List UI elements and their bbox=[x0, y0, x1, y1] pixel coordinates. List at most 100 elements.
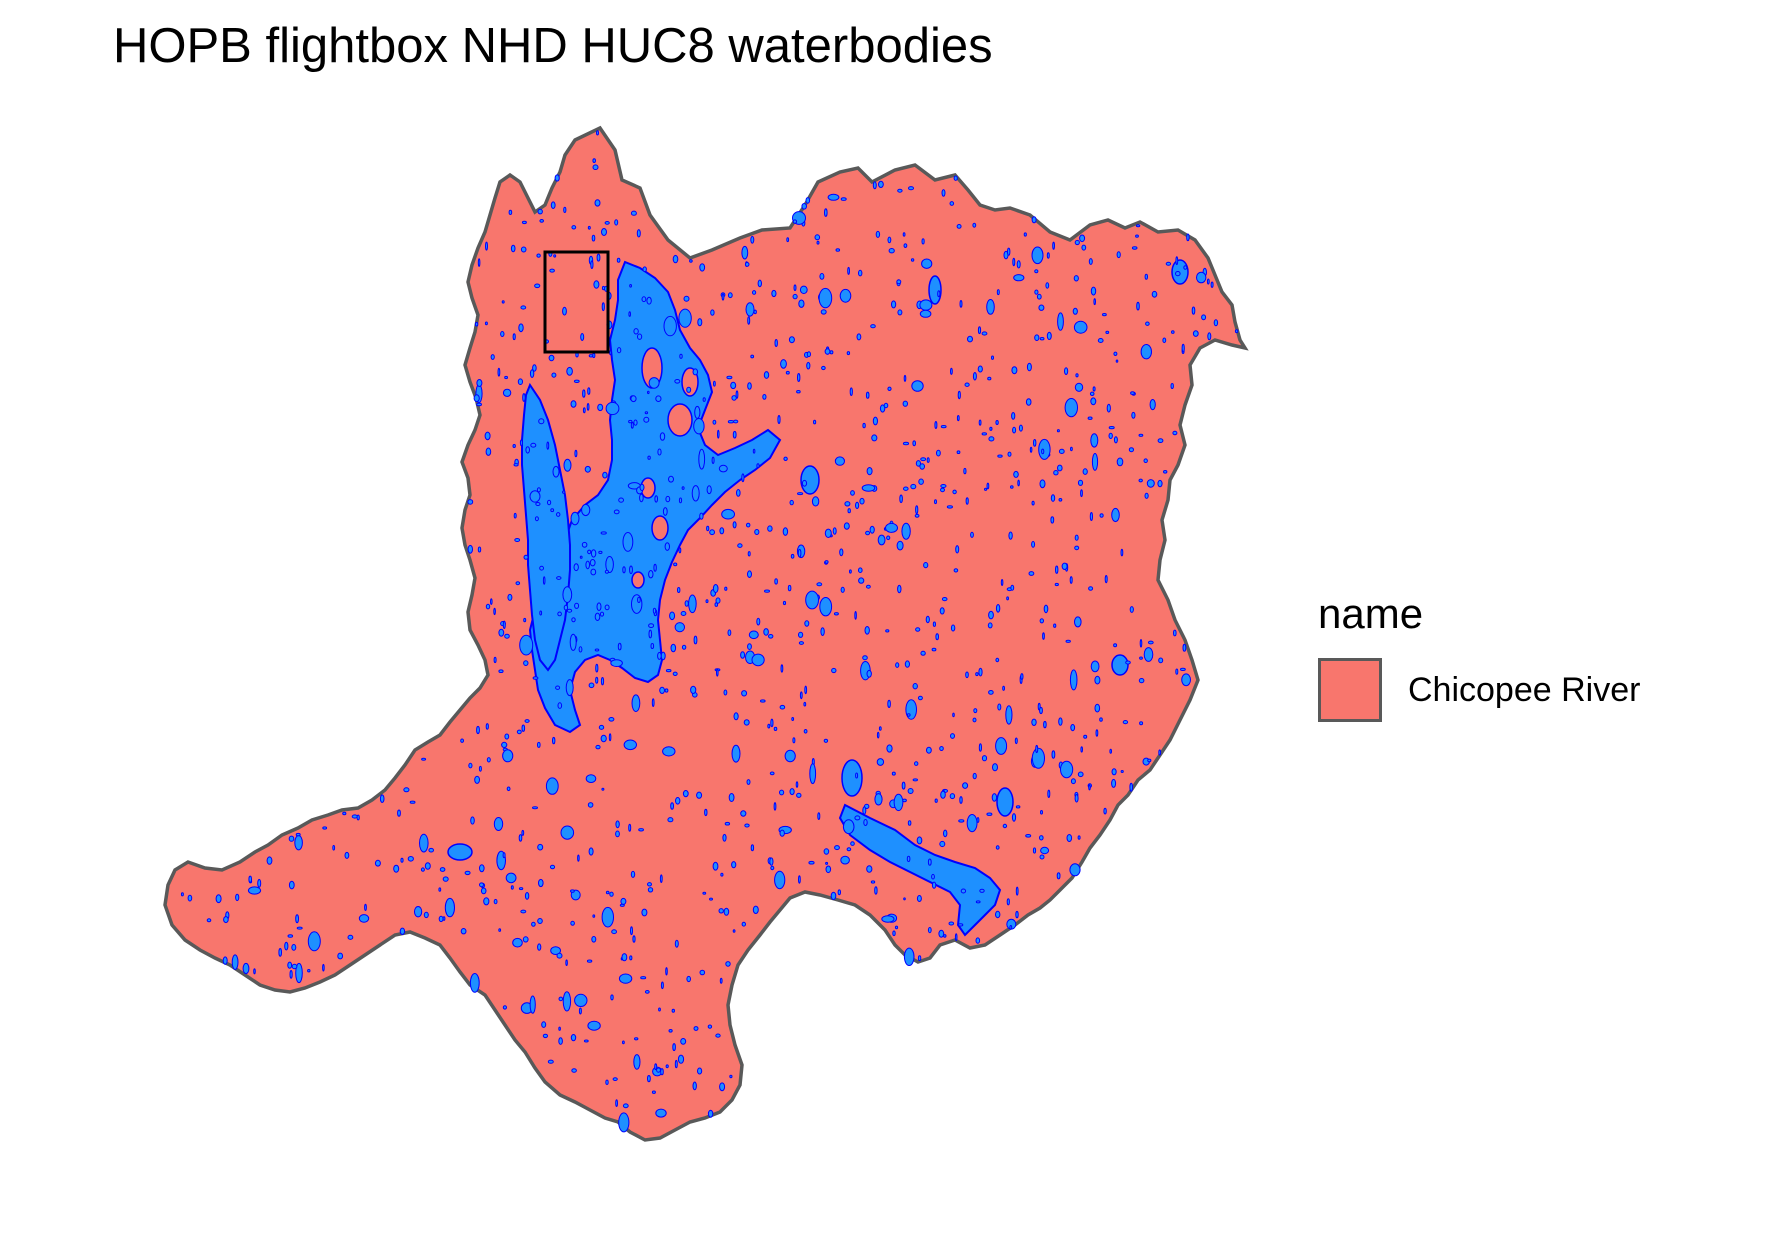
small-waterbody bbox=[779, 704, 786, 710]
small-waterbody bbox=[677, 587, 681, 593]
small-waterbody bbox=[791, 717, 795, 721]
small-waterbody bbox=[342, 811, 347, 816]
small-waterbody bbox=[637, 596, 641, 604]
small-waterbody bbox=[618, 497, 624, 503]
small-waterbody bbox=[1158, 749, 1162, 756]
small-waterbody bbox=[843, 522, 850, 530]
small-waterbody bbox=[1070, 724, 1076, 732]
small-waterbody bbox=[547, 1059, 554, 1064]
small-waterbody bbox=[741, 245, 749, 260]
small-waterbody bbox=[939, 746, 944, 751]
small-waterbody bbox=[1191, 306, 1196, 315]
small-waterbody bbox=[515, 581, 521, 586]
small-waterbody bbox=[633, 419, 638, 426]
small-waterbody bbox=[512, 444, 516, 448]
small-waterbody bbox=[615, 830, 620, 838]
small-waterbody bbox=[1115, 359, 1119, 363]
small-waterbody bbox=[1020, 673, 1024, 680]
small-waterbody bbox=[599, 611, 605, 617]
small-waterbody bbox=[1108, 426, 1115, 430]
small-waterbody bbox=[886, 535, 891, 541]
small-waterbody bbox=[973, 708, 978, 714]
small-waterbody bbox=[831, 667, 837, 674]
small-waterbody bbox=[798, 631, 804, 638]
small-waterbody bbox=[876, 731, 880, 739]
small-waterbody bbox=[798, 299, 805, 308]
small-waterbody bbox=[830, 891, 837, 901]
small-waterbody bbox=[582, 389, 586, 398]
reservoir-island bbox=[667, 403, 693, 437]
small-waterbody bbox=[647, 1075, 651, 1083]
small-waterbody bbox=[601, 228, 607, 236]
small-waterbody bbox=[551, 372, 557, 378]
small-waterbody bbox=[670, 643, 677, 653]
small-waterbody bbox=[903, 374, 907, 382]
small-waterbody bbox=[1053, 623, 1057, 628]
small-waterbody bbox=[664, 688, 669, 693]
small-waterbody bbox=[547, 499, 552, 506]
small-waterbody bbox=[866, 584, 871, 589]
small-waterbody bbox=[570, 1034, 577, 1042]
small-waterbody bbox=[986, 812, 993, 816]
small-waterbody bbox=[529, 490, 541, 503]
small-waterbody bbox=[771, 289, 777, 298]
small-waterbody bbox=[888, 248, 895, 254]
small-waterbody bbox=[288, 880, 295, 890]
small-waterbody bbox=[698, 448, 706, 470]
small-waterbody bbox=[1109, 748, 1112, 754]
small-waterbody bbox=[732, 929, 736, 933]
small-waterbody bbox=[548, 354, 555, 362]
small-waterbody bbox=[470, 816, 475, 825]
small-waterbody bbox=[522, 936, 529, 943]
small-waterbody bbox=[615, 1099, 618, 1107]
small-waterbody bbox=[562, 490, 566, 494]
small-waterbody bbox=[1031, 500, 1035, 506]
small-waterbody bbox=[506, 786, 511, 792]
small-waterbody bbox=[780, 664, 784, 673]
small-waterbody bbox=[590, 260, 594, 270]
small-waterbody bbox=[903, 243, 908, 249]
small-waterbody bbox=[773, 802, 777, 811]
small-waterbody bbox=[991, 793, 998, 802]
small-waterbody bbox=[288, 835, 295, 842]
small-waterbody bbox=[720, 872, 724, 877]
small-waterbody bbox=[647, 882, 652, 887]
small-waterbody bbox=[409, 800, 416, 804]
small-waterbody bbox=[579, 555, 583, 559]
small-waterbody bbox=[1122, 720, 1129, 725]
small-waterbody bbox=[1128, 447, 1135, 453]
small-waterbody bbox=[722, 833, 727, 842]
small-waterbody bbox=[563, 206, 567, 213]
small-waterbody bbox=[578, 646, 583, 653]
small-waterbody bbox=[613, 509, 620, 515]
small-waterbody bbox=[672, 1043, 676, 1052]
small-waterbody bbox=[504, 633, 510, 639]
small-waterbody bbox=[814, 234, 821, 241]
small-waterbody bbox=[931, 873, 935, 880]
small-waterbody bbox=[493, 607, 496, 616]
small-waterbody bbox=[782, 527, 789, 536]
small-waterbody bbox=[476, 725, 480, 735]
small-waterbody bbox=[727, 292, 733, 299]
small-waterbody bbox=[1135, 234, 1139, 238]
small-waterbody bbox=[622, 1040, 625, 1045]
small-waterbody bbox=[468, 762, 473, 769]
small-waterbody bbox=[647, 455, 651, 460]
small-waterbody bbox=[628, 419, 633, 424]
small-waterbody bbox=[914, 513, 920, 518]
small-waterbody bbox=[871, 434, 878, 442]
small-waterbody bbox=[733, 712, 739, 721]
small-waterbody bbox=[995, 657, 1000, 663]
small-waterbody bbox=[747, 316, 751, 325]
small-waterbody bbox=[858, 567, 863, 574]
small-waterbody bbox=[950, 624, 956, 632]
small-waterbody bbox=[920, 650, 926, 656]
small-waterbody bbox=[1012, 426, 1017, 434]
small-waterbody bbox=[618, 1112, 630, 1133]
small-waterbody bbox=[550, 508, 555, 513]
small-waterbody bbox=[770, 718, 774, 728]
small-waterbody bbox=[566, 366, 573, 376]
small-waterbody bbox=[521, 220, 527, 225]
small-waterbody bbox=[820, 309, 827, 315]
small-waterbody bbox=[550, 946, 561, 955]
